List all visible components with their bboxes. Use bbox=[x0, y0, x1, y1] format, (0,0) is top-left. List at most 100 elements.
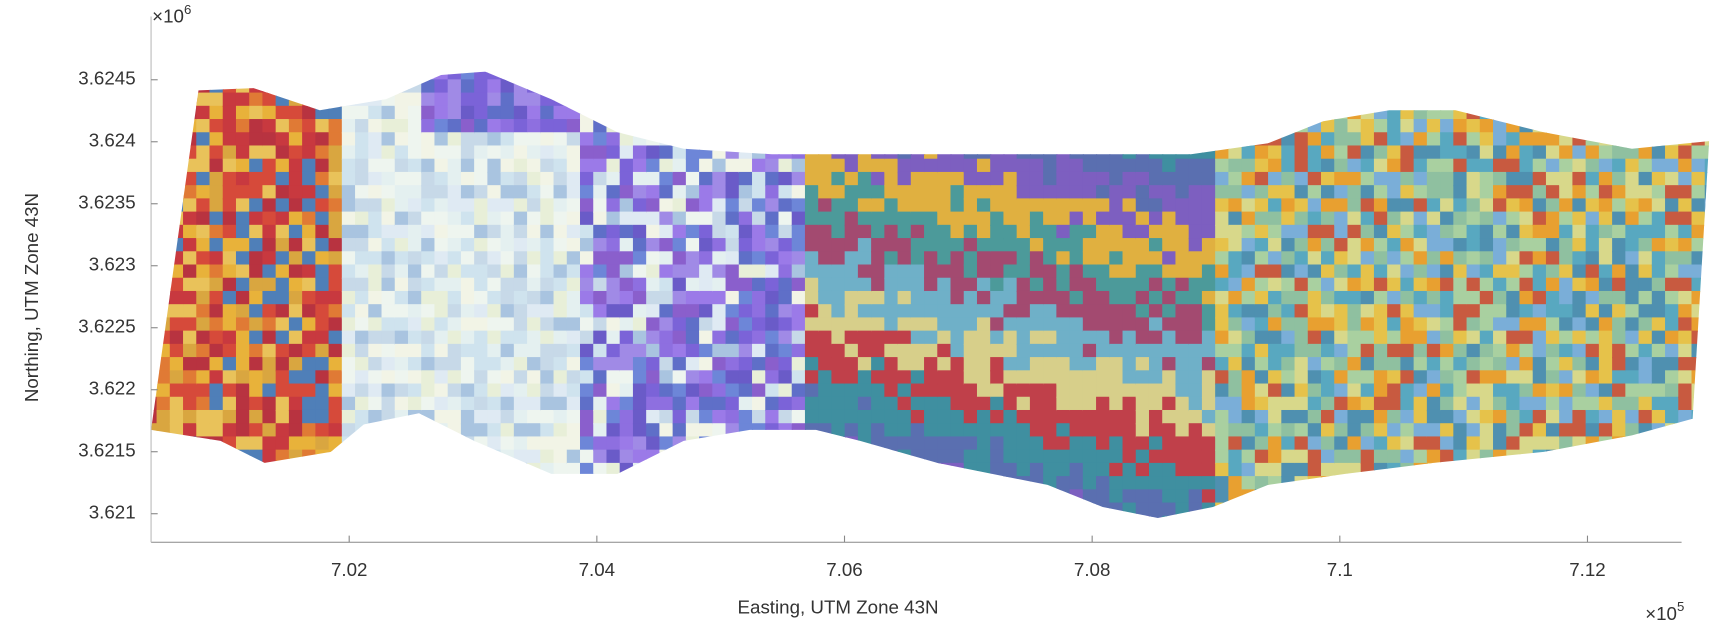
map-cell bbox=[1228, 291, 1242, 305]
map-cell bbox=[1228, 489, 1242, 503]
map-cell bbox=[223, 66, 237, 80]
map-cell bbox=[1149, 423, 1163, 437]
map-cell bbox=[236, 119, 250, 133]
y-tick-label: 3.621 bbox=[89, 502, 136, 523]
map-cell bbox=[606, 410, 620, 424]
map-cell bbox=[1149, 317, 1163, 331]
y-tick-label: 3.623 bbox=[89, 254, 136, 275]
map-cell bbox=[1480, 212, 1494, 226]
map-cell bbox=[1387, 503, 1401, 517]
map-cell bbox=[951, 384, 965, 398]
map-cell bbox=[964, 225, 978, 239]
map-cell bbox=[170, 185, 184, 199]
map-cell bbox=[382, 145, 396, 159]
map-cell bbox=[1414, 132, 1428, 146]
map-cell bbox=[1586, 516, 1600, 530]
map-cell bbox=[276, 463, 290, 477]
map-cell bbox=[1123, 119, 1137, 133]
map-cell bbox=[1189, 265, 1203, 279]
map-cell bbox=[1215, 489, 1229, 503]
map-cell bbox=[1215, 516, 1229, 530]
map-cell bbox=[937, 278, 951, 292]
map-cell bbox=[924, 278, 938, 292]
map-cell bbox=[1215, 132, 1229, 146]
map-cell bbox=[620, 344, 634, 358]
map-cell bbox=[1559, 503, 1573, 517]
map-cell bbox=[858, 132, 872, 146]
map-cell bbox=[1414, 93, 1428, 107]
map-cell bbox=[1427, 436, 1441, 450]
map-cell bbox=[223, 317, 237, 331]
map-cell bbox=[223, 172, 237, 186]
map-cell bbox=[1083, 132, 1097, 146]
map-cell bbox=[1400, 145, 1414, 159]
map-cell bbox=[699, 331, 713, 345]
map-cell bbox=[898, 119, 912, 133]
map-cell bbox=[1453, 503, 1467, 517]
map-cell bbox=[1387, 93, 1401, 107]
map-cell bbox=[1559, 357, 1573, 371]
map-cell bbox=[990, 397, 1004, 411]
map-cell bbox=[1334, 66, 1348, 80]
map-cell bbox=[1189, 331, 1203, 345]
map-cell bbox=[1268, 66, 1282, 80]
map-cell bbox=[1400, 119, 1414, 133]
map-cell bbox=[1030, 106, 1044, 120]
map-cell bbox=[831, 410, 845, 424]
map-cell bbox=[223, 145, 237, 159]
map-cell bbox=[1136, 450, 1150, 464]
map-cell bbox=[937, 344, 951, 358]
map-cell bbox=[686, 463, 700, 477]
map-cell bbox=[1453, 185, 1467, 199]
map-cell bbox=[527, 106, 541, 120]
map-cell bbox=[1228, 132, 1242, 146]
y-tick-label: 3.6245 bbox=[78, 68, 135, 89]
map-cell bbox=[620, 198, 634, 212]
map-cell bbox=[540, 450, 554, 464]
map-cell bbox=[1480, 317, 1494, 331]
map-cell bbox=[1705, 278, 1719, 292]
map-cell bbox=[1705, 238, 1719, 252]
map-cell bbox=[977, 384, 991, 398]
map-cell bbox=[1334, 198, 1348, 212]
map-cell bbox=[170, 476, 184, 490]
map-cell bbox=[501, 198, 515, 212]
map-cell bbox=[236, 198, 250, 212]
map-cell bbox=[262, 159, 276, 173]
map-cell bbox=[501, 489, 515, 503]
map-cell bbox=[765, 119, 779, 133]
map-cell bbox=[1228, 278, 1242, 292]
map-cell bbox=[1136, 185, 1150, 199]
map-cell bbox=[831, 516, 845, 530]
map-cell bbox=[752, 225, 766, 239]
map-cell bbox=[276, 384, 290, 398]
map-cell bbox=[395, 436, 409, 450]
map-cell bbox=[686, 79, 700, 93]
map-cell bbox=[1162, 463, 1176, 477]
map-cell bbox=[474, 132, 488, 146]
map-cell bbox=[818, 106, 832, 120]
map-cell bbox=[170, 317, 184, 331]
map-cell bbox=[1453, 476, 1467, 490]
map-cell bbox=[1070, 79, 1084, 93]
map-cell bbox=[778, 106, 792, 120]
map-cell bbox=[1414, 397, 1428, 411]
map-cell bbox=[884, 79, 898, 93]
map-cell bbox=[951, 145, 965, 159]
map-cell bbox=[1347, 476, 1361, 490]
map-cell bbox=[514, 423, 528, 437]
map-cell bbox=[1334, 278, 1348, 292]
map-cell bbox=[818, 212, 832, 226]
map-cell bbox=[474, 370, 488, 384]
map-cell bbox=[236, 145, 250, 159]
map-cell bbox=[554, 463, 568, 477]
map-cell bbox=[1453, 66, 1467, 80]
map-cell bbox=[924, 410, 938, 424]
map-cell bbox=[673, 291, 687, 305]
map-cell bbox=[951, 225, 965, 239]
map-cell bbox=[805, 463, 819, 477]
map-cell bbox=[898, 278, 912, 292]
map-cell bbox=[1387, 331, 1401, 345]
map-cell bbox=[1533, 198, 1547, 212]
map-cell bbox=[1572, 503, 1586, 517]
